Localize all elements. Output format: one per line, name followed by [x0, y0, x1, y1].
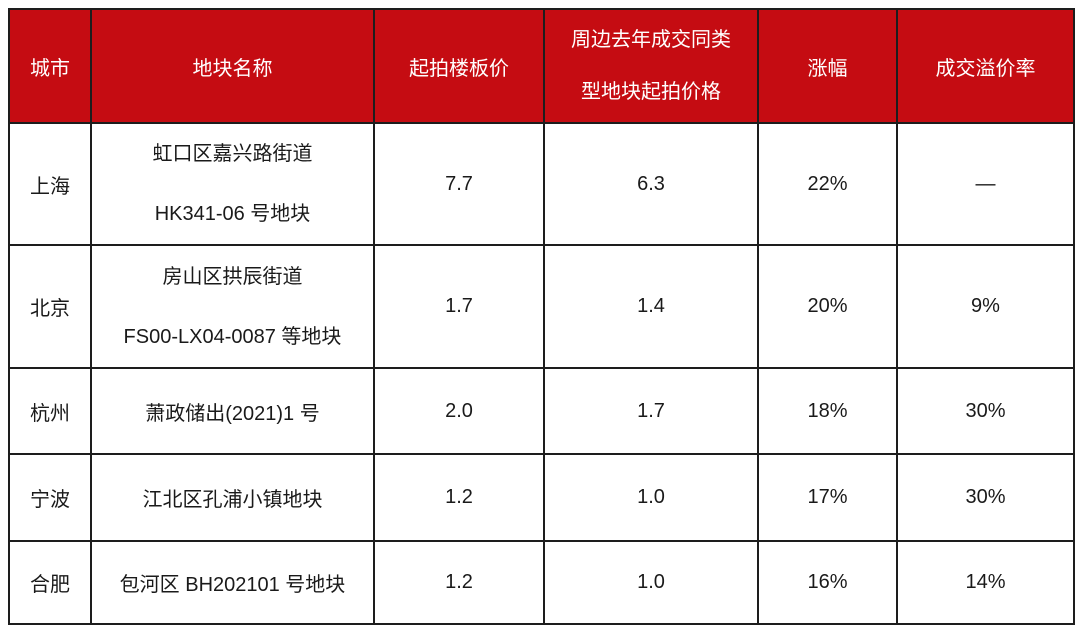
- header-cell-city: 城市: [8, 8, 92, 124]
- parcel-name-line1: 房山区拱辰街道: [162, 265, 303, 288]
- table-row-hangzhou: 杭州 萧政储出(2021)1 号 2.0 1.7 18% 30%: [8, 367, 1075, 455]
- table-row-beijing: 北京 房山区拱辰街道 FS00-LX04-0087 等地块 1.7 1.4 20…: [8, 244, 1075, 369]
- cell-premium: 14%: [896, 540, 1075, 625]
- table-header-row: 城市 地块名称 起拍楼板价 周边去年成交同类 型地块起拍价格 涨幅 成交溢价率: [8, 8, 1075, 124]
- cell-increase: 22%: [757, 122, 898, 246]
- cell-city: 杭州: [8, 367, 92, 455]
- header-cell-start-floor-price: 起拍楼板价: [373, 8, 545, 124]
- cell-city: 宁波: [8, 453, 92, 542]
- header-cell-increase: 涨幅: [757, 8, 898, 124]
- table-row-ningbo: 宁波 江北区孔浦小镇地块 1.2 1.0 17% 30%: [8, 453, 1075, 542]
- header-cell-parcel-name: 地块名称: [90, 8, 375, 124]
- cell-parcel-name: 包河区 BH202101 号地块: [90, 540, 375, 625]
- cell-premium: 9%: [896, 244, 1075, 369]
- cell-start-price: 7.7: [373, 122, 545, 246]
- cell-nearby-price: 1.0: [543, 540, 759, 625]
- parcel-name-line2: HK341-06 号地块: [154, 203, 311, 225]
- cell-premium: 30%: [896, 367, 1075, 455]
- cell-increase: 17%: [757, 453, 898, 542]
- cell-premium: —: [896, 122, 1075, 246]
- table-row-hefei: 合肥 包河区 BH202101 号地块 1.2 1.0 16% 14%: [8, 540, 1075, 625]
- cell-increase: 16%: [757, 540, 898, 625]
- cell-premium: 30%: [896, 453, 1075, 542]
- header-cell-nearby-start-price: 周边去年成交同类 型地块起拍价格: [543, 8, 759, 124]
- table-row-shanghai: 上海 虹口区嘉兴路街道 HK341-06 号地块 7.7 6.3 22% —: [8, 122, 1075, 246]
- cell-start-price: 2.0: [373, 367, 545, 455]
- parcel-name-line2: FS00-LX04-0087 等地块: [123, 325, 342, 348]
- cell-increase: 20%: [757, 244, 898, 369]
- parcel-name-line1: 虹口区嘉兴路街道: [152, 143, 313, 165]
- cell-start-price: 1.7: [373, 244, 545, 369]
- cell-increase: 18%: [757, 367, 898, 455]
- header-nearby-line1: 周边去年成交同类: [571, 29, 731, 51]
- cell-parcel-name: 江北区孔浦小镇地块: [90, 453, 375, 542]
- cell-nearby-price: 1.7: [543, 367, 759, 455]
- cell-parcel-name: 房山区拱辰街道 FS00-LX04-0087 等地块: [90, 244, 375, 369]
- cell-nearby-price: 1.0: [543, 453, 759, 542]
- cell-city: 上海: [8, 122, 92, 246]
- cell-nearby-price: 6.3: [543, 122, 759, 246]
- cell-city: 北京: [8, 244, 92, 369]
- cell-parcel-name: 虹口区嘉兴路街道 HK341-06 号地块: [90, 122, 375, 246]
- header-nearby-line2: 型地块起拍价格: [581, 81, 721, 103]
- cell-parcel-name: 萧政储出(2021)1 号: [90, 367, 375, 455]
- cell-start-price: 1.2: [373, 540, 545, 625]
- cell-start-price: 1.2: [373, 453, 545, 542]
- cell-nearby-price: 1.4: [543, 244, 759, 369]
- header-cell-premium-rate: 成交溢价率: [896, 8, 1075, 124]
- cell-city: 合肥: [8, 540, 92, 625]
- land-parcel-table: 城市 地块名称 起拍楼板价 周边去年成交同类 型地块起拍价格 涨幅 成交溢价率 …: [8, 8, 1075, 625]
